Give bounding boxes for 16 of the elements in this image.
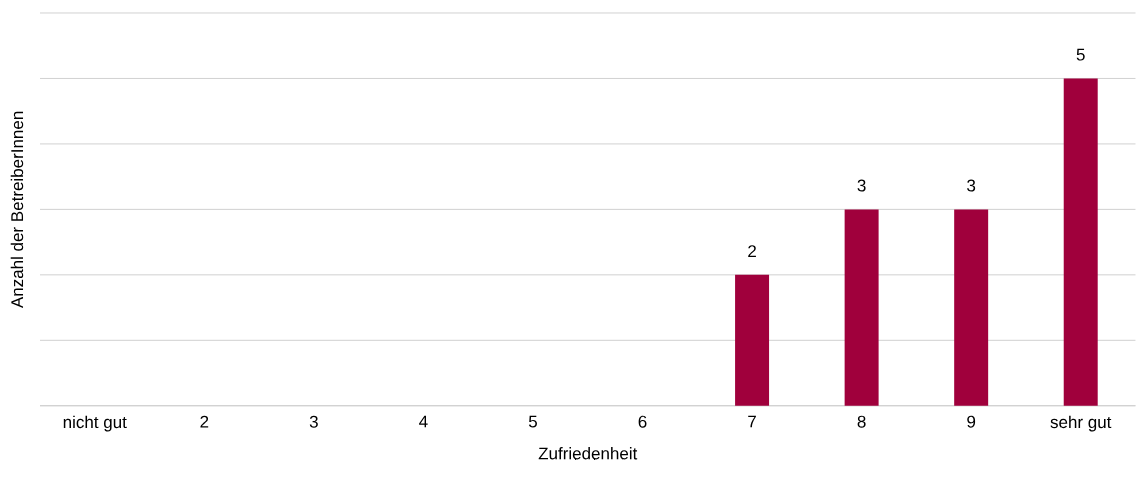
data-label: 3	[967, 179, 976, 192]
x-tick-label: sehr gut	[1050, 415, 1112, 432]
data-label: 5	[1076, 48, 1085, 61]
x-tick-label: 8	[857, 415, 866, 428]
x-tick-label: 7	[748, 415, 756, 428]
x-tick-label: 6	[638, 415, 647, 428]
data-label: 3	[857, 179, 866, 192]
x-tick-label: 4	[419, 415, 428, 428]
x-tick-label: 2	[200, 415, 209, 428]
x-tick-label: 5	[528, 415, 537, 428]
y-axis-title: Anzahl der BetreiberInnen	[10, 111, 24, 309]
x-tick-label: 3	[309, 415, 318, 428]
x-axis-title: Zufriedenheit	[538, 447, 638, 460]
x-tick-label: 9	[967, 415, 976, 428]
data-label: 2	[748, 245, 756, 258]
x-tick-label: nicht gut	[63, 415, 127, 432]
